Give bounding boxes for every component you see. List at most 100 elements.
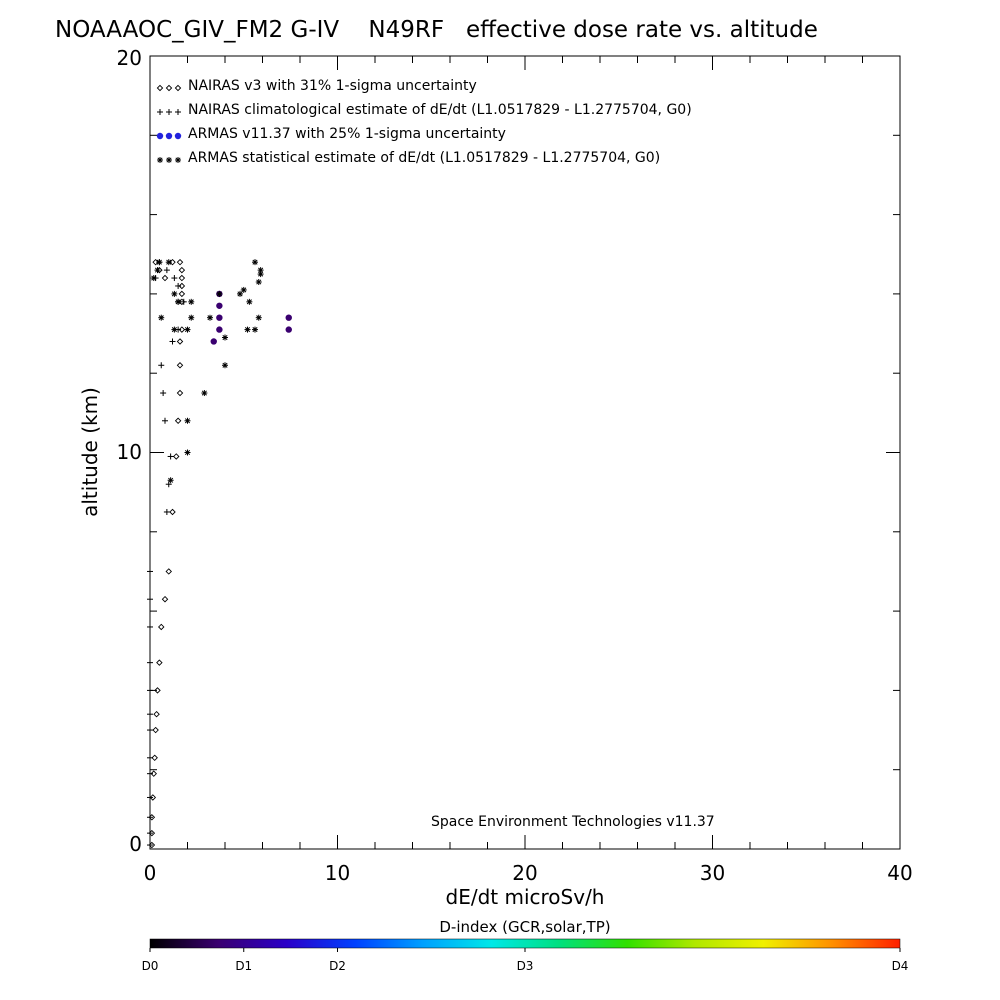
data-point [158,314,165,321]
data-point [147,727,153,734]
colorbar-label: D0 [142,959,159,973]
x-tick-label: 40 [887,861,912,885]
data-point [252,326,258,333]
data-point [222,362,228,369]
y-tick-label: 20 [117,46,142,70]
data-point [173,453,180,460]
legend-marker [156,84,164,92]
data-point [188,314,195,321]
data-point [176,338,184,345]
data-point [163,508,170,515]
colorbar-label: D2 [329,959,346,973]
legend-marker [156,132,164,140]
data-point [252,259,258,266]
data-point [207,314,213,321]
data-point [175,282,182,289]
data-point [153,710,160,718]
data-point [176,258,184,266]
data-point [163,267,170,274]
legend-marker [174,132,182,140]
data-point [184,417,191,424]
data-point [178,274,186,282]
colorbar-label: D3 [517,959,534,973]
x-tick-label: 20 [512,861,537,885]
chart-title: NOAAAOC_GIV_FM2 G-IV N49RF effective dos… [55,17,818,43]
x-tick-label: 0 [144,861,157,885]
plot-frame [149,55,901,850]
data-point [156,259,163,266]
data-point [150,770,157,777]
data-point [154,267,161,274]
legend-symbol-nairas [156,84,182,92]
legend-marker [157,157,163,163]
data-point [147,770,153,777]
data-point [147,687,153,694]
data-point [147,754,153,761]
data-point [184,326,191,333]
data-point [178,290,186,298]
data-point [257,267,264,274]
colorbar-label: D4 [892,959,909,973]
legend-marker [165,132,173,140]
legend-label-nairas-climatological: NAIRAS climatological estimate of dE/dt … [188,102,692,118]
data-point [167,453,174,460]
y-axis-label: altitude (km) [78,387,102,517]
data-point [167,477,174,484]
y-tick-labels: 0 10 20 [117,46,142,856]
data-point [180,298,187,305]
data-point [150,275,157,282]
data-point [160,390,167,397]
data-point [162,417,168,424]
data-point [161,274,169,282]
data-point [201,390,208,397]
data-point [147,814,153,821]
legend-symbol-armas-statistical [157,157,181,163]
data-point [147,711,153,718]
legend-marker [174,84,182,92]
data-point [285,326,292,333]
data-point [147,794,153,801]
data-point [175,298,182,305]
legend-marker [165,84,173,92]
data-point [147,830,153,837]
data-point [154,687,161,694]
legend-marker [166,157,172,163]
legend-label-armas-statistical: ARMAS statistical estimate of dE/dt (L1.… [188,150,660,166]
data-point [171,326,178,333]
data-point [188,298,195,305]
data-point [169,338,176,345]
data-point [149,794,157,801]
legend-marker [175,157,181,163]
data-point [174,417,182,425]
data-point [216,302,223,309]
data-point [169,508,176,516]
data-point [210,338,217,345]
data-point [147,596,153,603]
colorbar-gradient [149,938,901,949]
legend-symbol-nairas-climatological [157,109,181,115]
axis-ticks [149,55,901,850]
colorbar-labels: D0 D1 D2 D3 D4 [142,948,909,973]
x-tick-label: 30 [700,861,725,885]
data-point [147,623,153,630]
data-point [246,298,253,305]
data-point [158,362,165,369]
data-point [165,568,172,575]
data-point [178,326,186,333]
data-point [255,279,262,286]
colorbar: D-index (GCR,solar,TP) D0 D1 D2 D3 D4 [142,918,909,973]
colorbar-label: D1 [235,959,252,973]
data-point [178,266,186,274]
data-point [169,258,176,266]
data-point [165,259,172,266]
legend-marker [157,109,163,115]
x-axis-label: dE/dt microSv/h [446,885,605,909]
colorbar-title: D-index (GCR,solar,TP) [439,918,610,936]
legend-marker [175,109,181,115]
data-point [147,568,153,575]
legend: NAIRAS v3 with 31% 1-sigma uncertainty N… [156,78,692,166]
data-point [147,842,153,849]
data-point [255,314,262,321]
x-tick-label: 10 [325,861,350,885]
